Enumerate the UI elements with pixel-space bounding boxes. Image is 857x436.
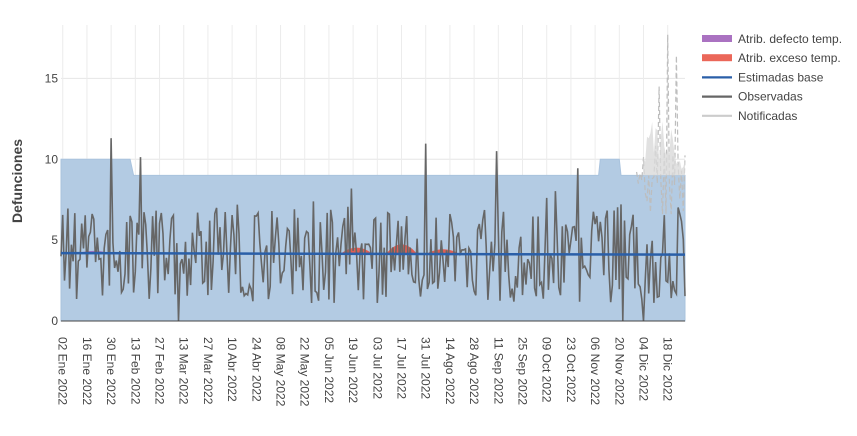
x-tick-label: 16 Ene 2022 [80, 337, 94, 405]
legend-item: Atrib. defecto temp. [702, 32, 842, 46]
x-tick-label: 27 Feb 2022 [153, 337, 167, 405]
y-tick-labels: 0 5 10 15 [45, 71, 59, 328]
x-tick-label: 02 Ene 2022 [56, 337, 70, 405]
x-tick-label: 19 Jun 2022 [346, 337, 360, 403]
x-tick-label: 05 Jun 2022 [322, 337, 336, 403]
x-tick-label: 04 Dic 2022 [637, 337, 651, 401]
x-tick-label: 17 Jul 2022 [395, 337, 409, 399]
legend-label: Atrib. exceso temp. [738, 51, 841, 65]
x-tick-label: 08 May 2022 [274, 337, 288, 407]
x-tick-label: 03 Jul 2022 [370, 337, 384, 399]
x-tick-label: 13 Mar 2022 [177, 337, 191, 405]
legend-item: Notificadas [702, 109, 797, 123]
legend-label: Estimadas base [738, 70, 824, 84]
legend-swatch [702, 54, 732, 62]
y-axis-label: Defunciones [9, 139, 25, 223]
legend-item: Observadas [702, 90, 803, 104]
x-tick-label: 25 Sep 2022 [516, 337, 530, 405]
y-tick-label: 0 [51, 314, 58, 328]
legend-label: Notificadas [738, 109, 797, 123]
legend-label: Atrib. defecto temp. [738, 32, 842, 46]
x-tick-label: 27 Mar 2022 [201, 337, 215, 405]
observadas-series [60, 138, 686, 322]
y-tick-label: 5 [51, 233, 58, 247]
y-tick-label: 15 [45, 71, 59, 85]
x-tick-label: 23 Oct 2022 [564, 337, 578, 403]
x-tick-label: 31 Jul 2022 [419, 337, 433, 399]
notificadas-area [643, 121, 685, 176]
x-tick-label: 20 Nov 2022 [612, 337, 626, 405]
observadas-line [60, 138, 686, 322]
x-tick-label: 11 Sep 2022 [491, 337, 505, 404]
y-tick-label: 10 [45, 152, 59, 166]
notificadas-line [636, 34, 686, 215]
x-tick-label: 18 Dic 2022 [661, 337, 675, 401]
legend-item: Atrib. exceso temp. [702, 51, 841, 65]
x-tick-label: 14 Ago 2022 [443, 337, 457, 405]
x-tick-label: 22 May 2022 [298, 337, 312, 407]
estimadas-base-series [60, 251, 686, 256]
notificadas-series [636, 34, 686, 215]
legend-swatch [702, 35, 732, 42]
legend-item: Estimadas base [702, 70, 824, 84]
x-tick-labels: 02 Ene 2022 16 Ene 2022 30 Ene 2022 13 Feb … [56, 337, 675, 407]
estimadas-base-line [60, 251, 686, 256]
x-tick-label: 09 Oct 2022 [540, 337, 554, 403]
x-tick-label: 10 Abr 2022 [225, 337, 239, 402]
x-tick-label: 13 Feb 2022 [128, 337, 142, 405]
legend-label: Observadas [738, 90, 803, 104]
x-tick-label: 24 Abr 2022 [249, 337, 263, 402]
x-tick-label: 30 Ene 2022 [104, 337, 118, 405]
x-tick-label: 28 Ago 2022 [467, 337, 481, 405]
x-tick-label: 06 Nov 2022 [588, 337, 602, 405]
legend: Atrib. defecto temp. Atrib. exceso temp. E… [702, 32, 842, 123]
